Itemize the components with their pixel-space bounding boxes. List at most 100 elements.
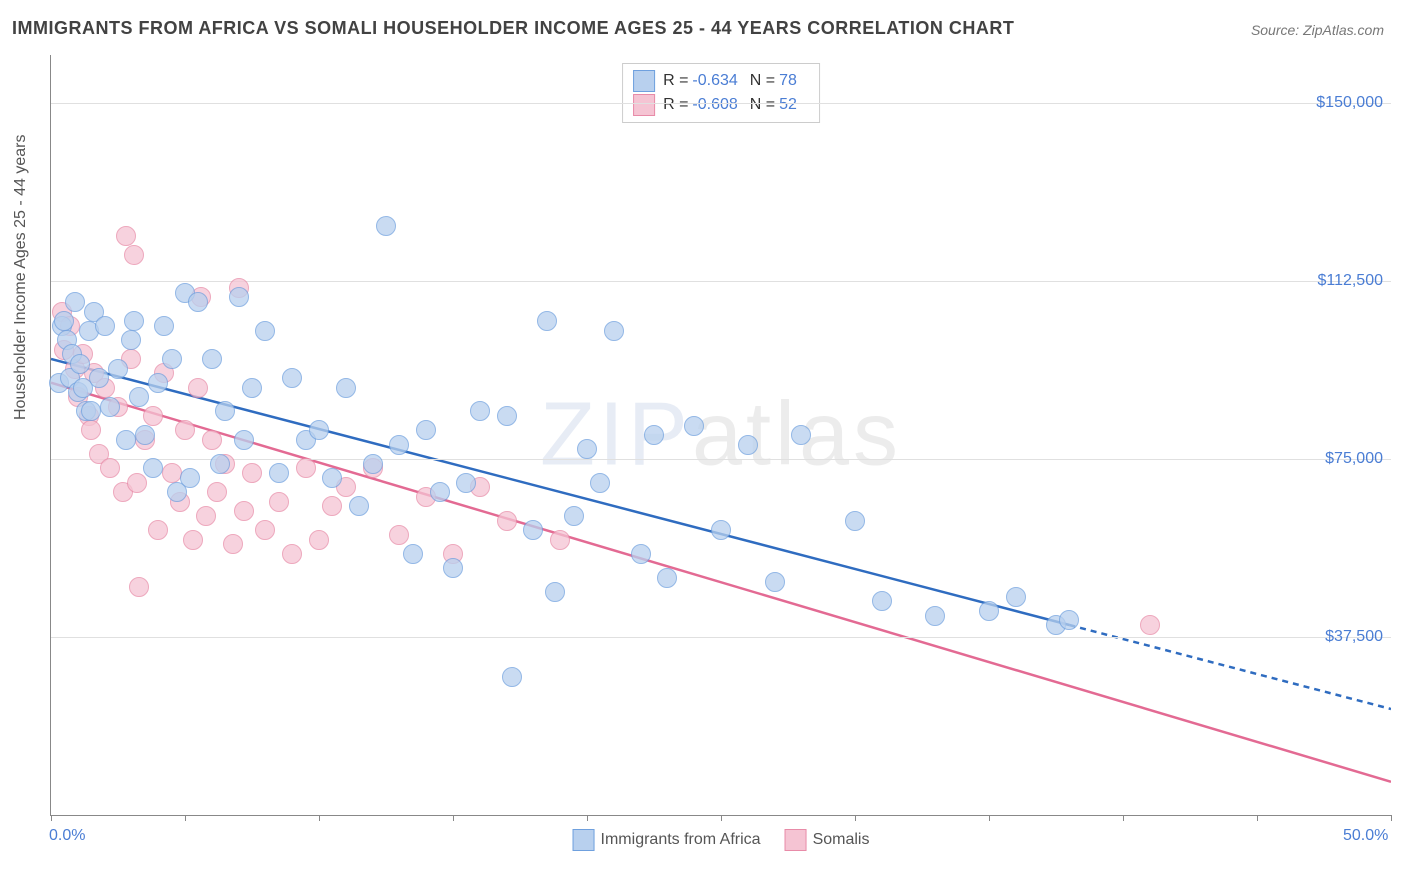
x-tick-label: 50.0%	[1343, 827, 1388, 845]
scatter-point	[545, 582, 565, 602]
scatter-point	[456, 473, 476, 493]
gridline	[51, 281, 1391, 282]
scatter-point	[497, 511, 517, 531]
legend-stat-row: R =-0.634N =78	[633, 70, 809, 92]
scatter-point	[223, 534, 243, 554]
scatter-point	[81, 420, 101, 440]
scatter-point	[154, 316, 174, 336]
scatter-point	[765, 572, 785, 592]
scatter-point	[89, 368, 109, 388]
scatter-point	[1059, 610, 1079, 630]
scatter-point	[322, 496, 342, 516]
legend-series: Immigrants from Africa Somalis	[573, 829, 870, 851]
scatter-point	[129, 577, 149, 597]
scatter-point	[242, 378, 262, 398]
scatter-point	[604, 321, 624, 341]
scatter-point	[376, 216, 396, 236]
x-tick	[1123, 815, 1124, 821]
scatter-point	[1140, 615, 1160, 635]
scatter-point	[684, 416, 704, 436]
y-axis-label: Householder Income Ages 25 - 44 years	[12, 135, 30, 421]
scatter-point	[349, 496, 369, 516]
y-tick-label: $37,500	[1325, 628, 1383, 646]
scatter-point	[207, 482, 227, 502]
scatter-point	[108, 359, 128, 379]
x-tick	[587, 815, 588, 821]
scatter-point	[537, 311, 557, 331]
chart-title: IMMIGRANTS FROM AFRICA VS SOMALI HOUSEHO…	[12, 18, 1014, 39]
scatter-point	[430, 482, 450, 502]
scatter-point	[791, 425, 811, 445]
scatter-point	[845, 511, 865, 531]
scatter-point	[657, 568, 677, 588]
scatter-point	[502, 667, 522, 687]
scatter-point	[202, 349, 222, 369]
scatter-point	[162, 349, 182, 369]
x-tick-label: 0.0%	[49, 827, 85, 845]
scatter-point	[363, 454, 383, 474]
scatter-point	[129, 387, 149, 407]
watermark-bold: ZIP	[540, 385, 692, 485]
scatter-point	[925, 606, 945, 626]
legend-stat-text: R =-0.608N =52	[663, 96, 809, 114]
x-tick	[453, 815, 454, 821]
scatter-point	[590, 473, 610, 493]
y-tick-label: $112,500	[1317, 272, 1383, 290]
legend-swatch	[573, 829, 595, 851]
gridline	[51, 459, 1391, 460]
legend-stat-text: R =-0.634N =78	[663, 72, 809, 90]
scatter-point	[143, 406, 163, 426]
scatter-point	[127, 473, 147, 493]
legend-item: Immigrants from Africa	[573, 829, 761, 851]
scatter-point	[180, 468, 200, 488]
scatter-point	[523, 520, 543, 540]
y-tick-label: $75,000	[1325, 450, 1383, 468]
legend-stats: R =-0.634N =78 R =-0.608N =52	[622, 63, 820, 123]
scatter-point	[309, 420, 329, 440]
scatter-point	[296, 458, 316, 478]
scatter-point	[100, 458, 120, 478]
scatter-point	[162, 463, 182, 483]
scatter-point	[255, 520, 275, 540]
x-tick	[721, 815, 722, 821]
legend-swatch	[633, 70, 655, 92]
scatter-point	[711, 520, 731, 540]
scatter-point	[54, 311, 74, 331]
x-tick	[1257, 815, 1258, 821]
scatter-point	[148, 373, 168, 393]
x-tick	[1391, 815, 1392, 821]
scatter-point	[100, 397, 120, 417]
scatter-point	[183, 530, 203, 550]
scatter-point	[234, 501, 254, 521]
scatter-point	[116, 226, 136, 246]
scatter-point	[135, 425, 155, 445]
scatter-point	[269, 492, 289, 512]
scatter-point	[70, 354, 90, 374]
scatter-point	[269, 463, 289, 483]
scatter-point	[210, 454, 230, 474]
scatter-point	[196, 506, 216, 526]
scatter-point	[188, 378, 208, 398]
scatter-point	[336, 378, 356, 398]
scatter-point	[121, 330, 141, 350]
legend-swatch	[633, 94, 655, 116]
x-tick	[51, 815, 52, 821]
legend-stat-row: R =-0.608N =52	[633, 94, 809, 116]
scatter-point	[979, 601, 999, 621]
scatter-point	[255, 321, 275, 341]
legend-label: Somalis	[813, 831, 870, 849]
scatter-point	[229, 287, 249, 307]
scatter-point	[309, 530, 329, 550]
scatter-point	[124, 311, 144, 331]
scatter-point	[550, 530, 570, 550]
scatter-point	[577, 439, 597, 459]
x-tick	[185, 815, 186, 821]
scatter-plot: ZIPatlas R =-0.634N =78R =-0.608N =52 Im…	[50, 55, 1391, 816]
scatter-point	[738, 435, 758, 455]
x-tick	[855, 815, 856, 821]
x-tick	[319, 815, 320, 821]
scatter-point	[95, 316, 115, 336]
legend-label: Immigrants from Africa	[601, 831, 761, 849]
scatter-point	[631, 544, 651, 564]
scatter-point	[564, 506, 584, 526]
